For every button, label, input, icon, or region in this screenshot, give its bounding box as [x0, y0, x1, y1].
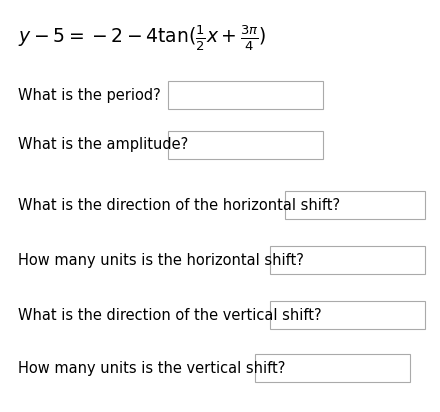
- Bar: [285, 191, 425, 219]
- Text: What is the period?: What is the period?: [18, 87, 161, 103]
- Text: What is the direction of the vertical shift?: What is the direction of the vertical sh…: [18, 307, 322, 323]
- Text: What is the direction of the horizontal shift?: What is the direction of the horizontal …: [18, 197, 340, 213]
- Text: How many units is the horizontal shift?: How many units is the horizontal shift?: [18, 253, 304, 267]
- Text: How many units is the vertical shift?: How many units is the vertical shift?: [18, 360, 286, 375]
- Bar: [168, 131, 323, 159]
- Bar: [270, 301, 425, 329]
- Text: $y-5=-2-4\mathregular{tan}(\frac{1}{2}x+\frac{3\pi}{4})$: $y-5=-2-4\mathregular{tan}(\frac{1}{2}x+…: [18, 23, 267, 53]
- Text: What is the amplitude?: What is the amplitude?: [18, 138, 188, 152]
- Bar: [168, 81, 323, 109]
- Bar: [270, 246, 425, 274]
- Bar: [255, 354, 410, 382]
